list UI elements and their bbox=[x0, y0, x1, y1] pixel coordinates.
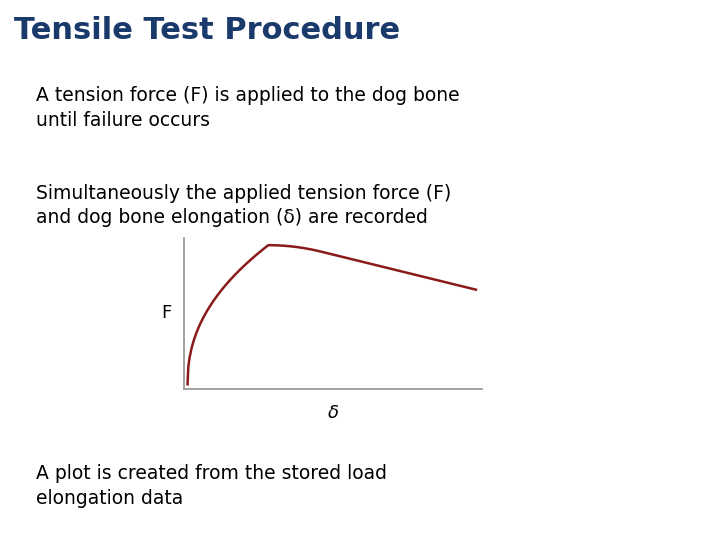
Text: δ: δ bbox=[328, 404, 339, 422]
Text: A tension force (F) is applied to the dog bone
until failure occurs: A tension force (F) is applied to the do… bbox=[36, 86, 459, 130]
Text: A plot is created from the stored load
elongation data: A plot is created from the stored load e… bbox=[36, 464, 387, 508]
Text: F: F bbox=[162, 304, 172, 322]
Text: Tensile Test Procedure: Tensile Test Procedure bbox=[14, 16, 400, 45]
Text: Simultaneously the applied tension force (F)
and dog bone elongation (δ) are rec: Simultaneously the applied tension force… bbox=[36, 184, 451, 227]
